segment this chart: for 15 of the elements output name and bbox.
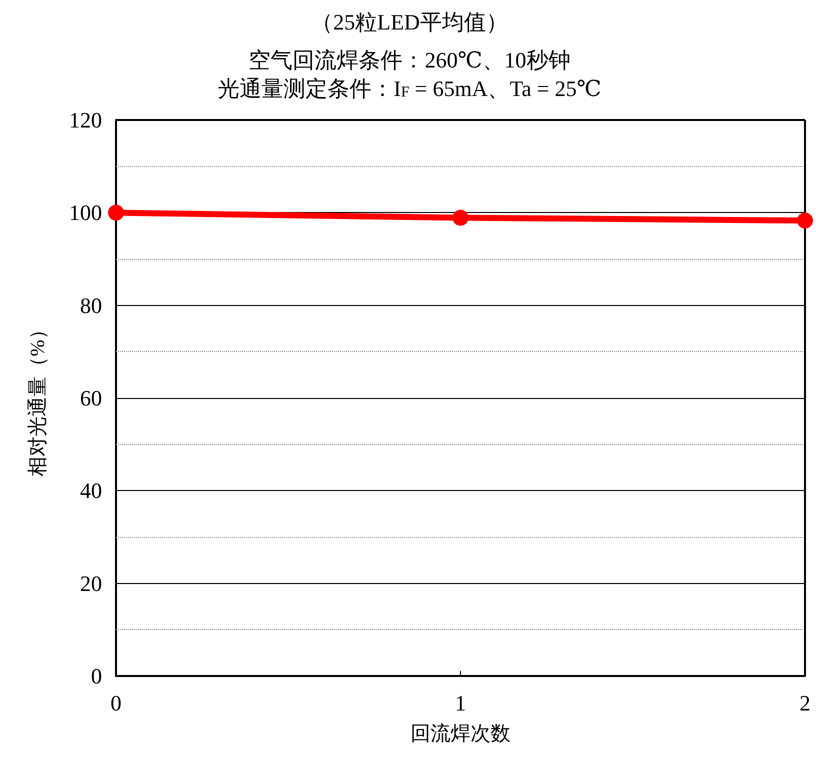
chart-subtitle: 空气回流焊条件：260℃、10秒钟 <box>248 48 570 72</box>
x-tick-label: 1 <box>455 690 466 716</box>
y-tick-label: 100 <box>69 200 102 226</box>
y-tick-label: 60 <box>80 386 102 410</box>
x-tick-label: 0 <box>110 690 122 716</box>
y-axis-title: 相对光通量（%） <box>27 320 49 476</box>
chart-title: （25粒LED平均值） <box>311 10 508 34</box>
y-tick-label: 80 <box>80 292 102 318</box>
x-axis-title: 回流焊次数 <box>410 723 510 745</box>
text: 光通量测定条件：IF = 65mA、Ta = 25℃ <box>218 76 602 101</box>
y-tick-label: 0 <box>91 664 102 688</box>
x-tick-label: 2 <box>800 690 810 716</box>
y-tick-label: 20 <box>80 570 102 596</box>
y-tick-label: 40 <box>80 478 102 504</box>
y-tick-label: 120 <box>69 108 102 132</box>
